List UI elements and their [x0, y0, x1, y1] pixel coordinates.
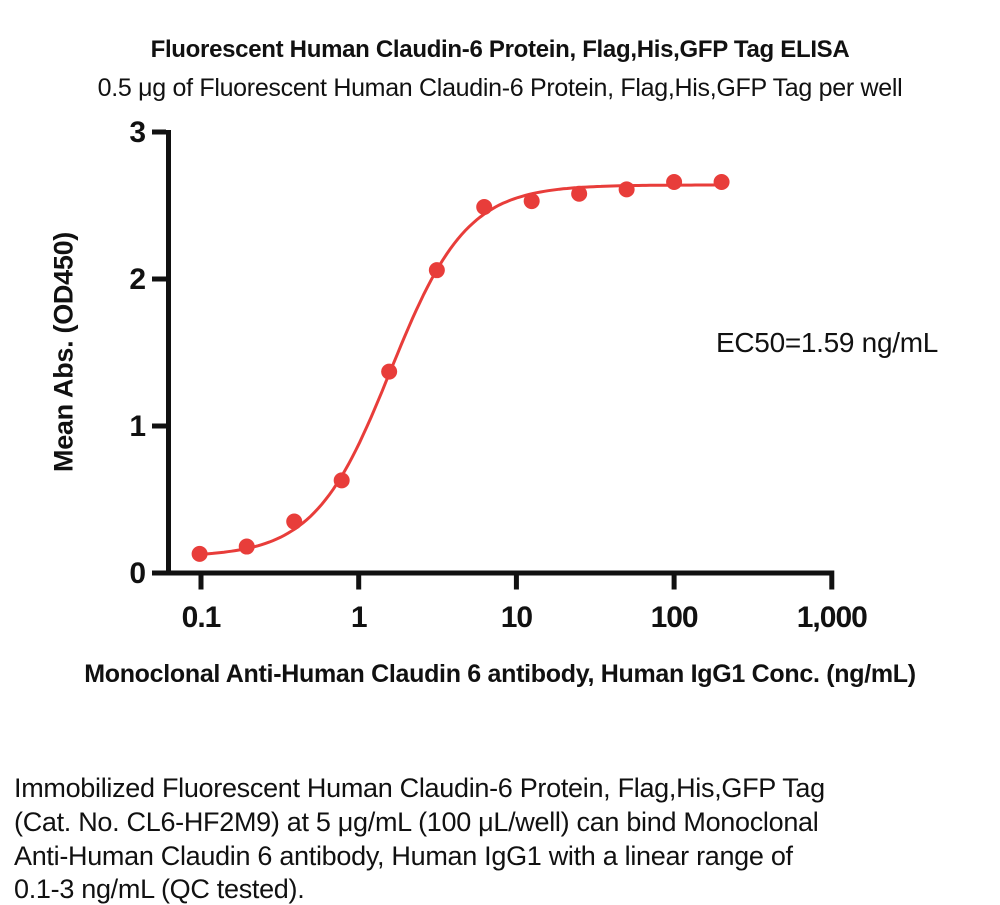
data-point: [618, 181, 635, 198]
data-point: [666, 173, 683, 190]
fit-curve: [192, 183, 724, 557]
data-point: [713, 173, 730, 190]
data-point: [428, 262, 445, 279]
description-line-1: Immobilized Fluorescent Human Claudin-6 …: [14, 773, 825, 803]
chart-subtitle: 0.5 μg of Fluorescent Human Claudin-6 Pr…: [97, 74, 903, 102]
x-tick-label: 0.1: [182, 601, 221, 634]
ec50-annotation: EC50=1.59 ng/mL: [716, 327, 938, 358]
x-tick-label: 1,000: [797, 601, 867, 634]
data-point: [333, 472, 350, 489]
x-axis-label: Monoclonal Anti-Human Claudin 6 antibody…: [84, 660, 916, 688]
chart-title: Fluorescent Human Claudin-6 Protein, Fla…: [150, 36, 850, 63]
data-point: [191, 545, 208, 562]
description-line-4: 0.1-3 ng/mL (QC tested).: [14, 874, 305, 905]
y-tick-label: 0: [129, 557, 146, 590]
data-point: [238, 538, 255, 555]
data-point: [476, 198, 493, 215]
data-point: [381, 363, 398, 380]
x-tick-label: 10: [501, 601, 533, 634]
description-line-2: (Cat. No. CL6-HF2M9) at 5 μg/mL (100 μL/…: [14, 806, 819, 837]
data-point: [523, 193, 540, 210]
y-tick-label: 3: [129, 116, 146, 149]
description-line-3: Anti-Human Claudin 6 antibody, Human IgG…: [14, 840, 793, 871]
y-tick-label: 1: [129, 410, 146, 443]
x-tick-label: 100: [651, 601, 698, 634]
data-point: [286, 513, 303, 530]
data-point: [571, 185, 588, 202]
description-paragraph: Immobilized Fluorescent Human Claudin-6 …: [14, 772, 825, 905]
y-tick-label: 2: [129, 263, 146, 296]
x-tick-label: 1: [351, 601, 367, 634]
